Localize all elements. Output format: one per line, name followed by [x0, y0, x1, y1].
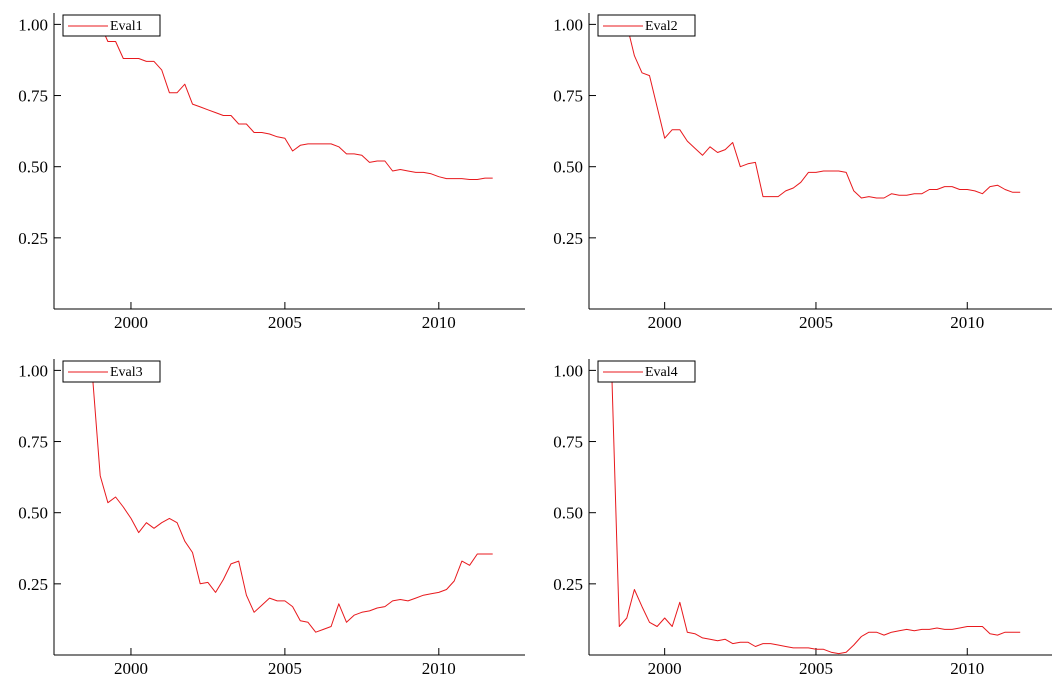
y-tick-label: 1.00: [18, 15, 48, 34]
legend-label: Eval4: [645, 365, 678, 380]
legend: Eval2: [597, 14, 696, 37]
series-line: [69, 369, 493, 633]
y-tick-label: 0.75: [18, 433, 48, 452]
y-tick-label: 0.50: [18, 158, 48, 177]
y-tick-label: 0.75: [553, 433, 583, 452]
y-tick-label: 1.00: [18, 361, 48, 380]
series-line: [604, 369, 1021, 655]
legend: Eval4: [597, 360, 696, 383]
y-tick-label: 0.25: [18, 229, 48, 248]
series-line: [69, 23, 493, 180]
legend: Eval3: [62, 360, 161, 383]
y-tick-label: 0.25: [18, 575, 48, 594]
y-tick-label: 1.00: [553, 15, 583, 34]
y-tick-label: 0.50: [553, 504, 583, 523]
y-tick-label: 0.75: [18, 87, 48, 106]
x-tick-label: 2000: [648, 313, 682, 332]
y-tick-label: 0.50: [18, 504, 48, 523]
x-tick-label: 2010: [950, 313, 984, 332]
y-tick-label: 0.25: [553, 229, 583, 248]
x-tick-label: 2005: [799, 659, 833, 678]
y-tick-label: 0.25: [553, 575, 583, 594]
x-tick-label: 2000: [114, 313, 148, 332]
legend-label: Eval2: [645, 19, 678, 34]
x-tick-label: 2005: [268, 659, 302, 678]
x-tick-label: 2000: [114, 659, 148, 678]
legend-label: Eval3: [110, 365, 143, 380]
legend-label: Eval1: [110, 19, 143, 34]
legend-box: [597, 14, 696, 37]
y-tick-label: 1.00: [553, 361, 583, 380]
chart-panel-4: 0.25 0.50 0.75 1.00 2000 2005 2010 Eval4: [553, 359, 1052, 678]
x-tick-label: 2000: [648, 659, 682, 678]
x-tick-label: 2005: [799, 313, 833, 332]
legend-box: [597, 360, 696, 383]
x-tick-label: 2010: [422, 313, 456, 332]
legend-box: [62, 360, 161, 383]
y-tick-label: 0.75: [553, 87, 583, 106]
legend-box: [62, 14, 161, 37]
chart-panel-2: 0.25 0.50 0.75 1.00 2000 2005 2010 Eval2: [553, 13, 1052, 332]
legend: Eval1: [62, 14, 161, 37]
chart-panel-1: 0.25 0.50 0.75 1.00 2000 2005 2010 Eval1: [18, 13, 525, 332]
x-tick-label: 2010: [422, 659, 456, 678]
series-line: [604, 23, 1021, 199]
y-tick-label: 0.50: [553, 158, 583, 177]
chart-panel-3: 0.25 0.50 0.75 1.00 2000 2005 2010 Eval3: [18, 359, 525, 678]
x-tick-label: 2005: [268, 313, 302, 332]
x-tick-label: 2010: [950, 659, 984, 678]
